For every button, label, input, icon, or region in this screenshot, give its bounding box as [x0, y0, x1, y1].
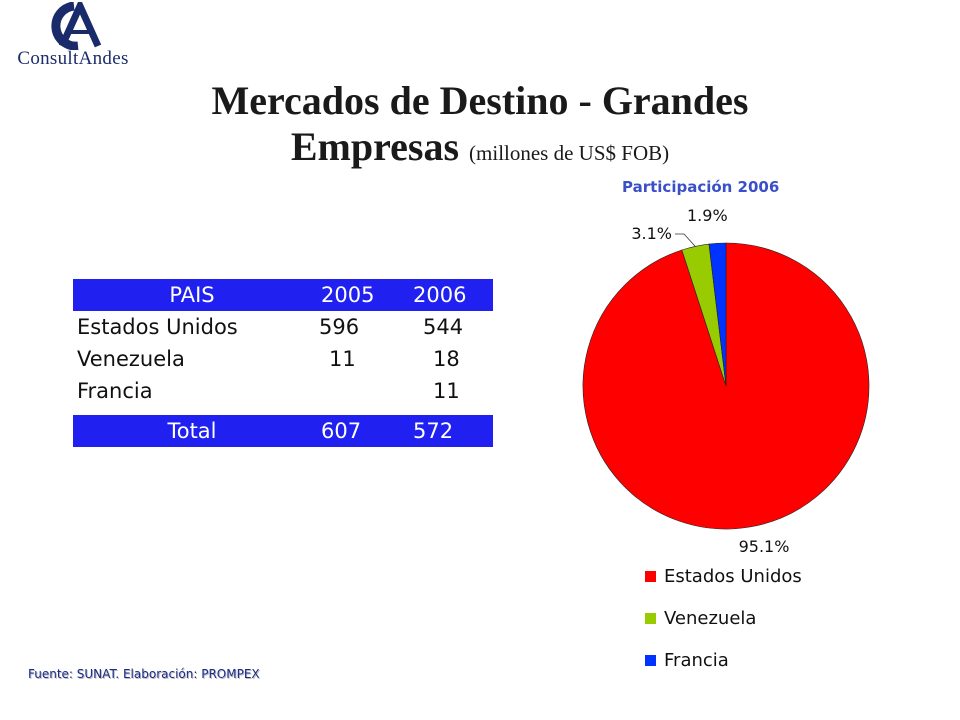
cell-2005 — [311, 375, 401, 407]
cell-country: Estados Unidos — [77, 315, 238, 339]
header-2005: 2005 — [311, 279, 401, 311]
data-table: PAIS 2005 2006 Estados Unidos 596 544 Ve… — [73, 279, 493, 447]
legend-swatch — [645, 613, 656, 624]
cell-2005: 11 — [329, 347, 356, 371]
cell-country: Francia — [77, 379, 153, 403]
table-spacer — [73, 407, 493, 415]
pie-label-francia: 1.9% — [687, 206, 728, 225]
cell-2006: 11 — [433, 379, 460, 403]
total-2005: 607 — [311, 415, 401, 447]
consultandes-logo: ConsultAndes — [8, 2, 138, 72]
legend-label: Venezuela — [664, 608, 757, 629]
table-row: Venezuela 11 18 — [73, 343, 493, 375]
cell-2006: 544 — [423, 315, 464, 339]
table-row: Estados Unidos 596 544 — [73, 311, 493, 343]
title-units: (millones de US$ FOB) — [469, 141, 670, 165]
total-label: Total — [73, 415, 311, 447]
pie-slice-francia — [708, 242, 727, 387]
header-pais: PAIS — [73, 279, 311, 311]
table-row: Francia 11 — [73, 375, 493, 407]
logo-text: ConsultAndes — [17, 48, 129, 69]
title-line-2: Empresas (millones de US$ FOB) — [150, 124, 810, 176]
cell-2006: 18 — [433, 347, 460, 371]
header-2006: 2006 — [401, 279, 493, 311]
legend-label: Estados Unidos — [664, 566, 802, 587]
page-title: Mercados de Destino - Grandes Empresas (… — [150, 78, 810, 176]
pie-chart: 95.1% 3.1% 1.9% — [582, 206, 870, 556]
table-total-row: Total 607 572 — [73, 415, 493, 447]
title-line-2-text: Empresas — [290, 124, 460, 169]
cell-2005: 596 — [319, 315, 360, 339]
table-header-row: PAIS 2005 2006 — [73, 279, 493, 311]
legend-label: Francia — [664, 650, 729, 671]
legend-swatch — [645, 571, 656, 582]
title-line-1: Mercados de Destino - Grandes — [211, 78, 749, 123]
legend-swatch — [645, 655, 656, 666]
pie-label-venezuela: 3.1% — [631, 224, 672, 243]
cell-country: Venezuela — [77, 347, 185, 371]
pie-label-estados-unidos: 95.1% — [739, 537, 790, 556]
total-2006: 572 — [401, 415, 493, 447]
chart-title: Participación 2006 — [622, 178, 780, 196]
logo-mark-icon — [51, 2, 102, 50]
source-note: Fuente: SUNAT. Elaboración: PROMPEX — [28, 667, 260, 681]
pie-leader-line — [675, 233, 696, 247]
